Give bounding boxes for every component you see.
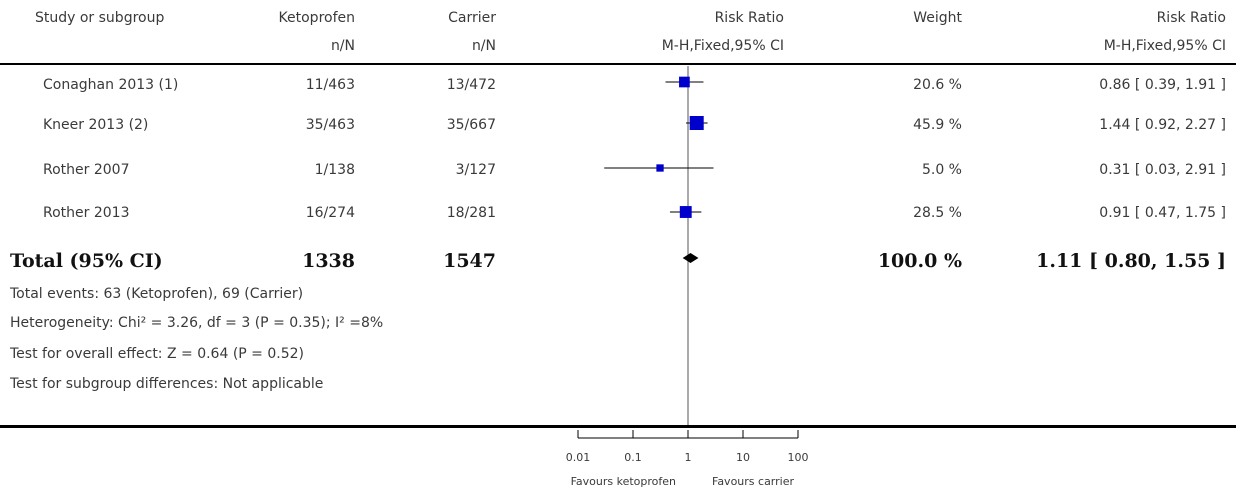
subheader-risk-ratio: M-H,Fixed,95% CI (1103, 38, 1226, 54)
ketoprofen-events: 16/274 (305, 205, 355, 221)
carrier-events: 13/472 (446, 77, 496, 93)
study-name: Rother 2013 (43, 205, 130, 221)
header-ketoprofen: Ketoprofen (278, 10, 355, 26)
study-name: Rother 2007 (43, 162, 130, 178)
total-label: Total (95% CI) (10, 250, 163, 272)
carrier-events: 3/127 (455, 162, 496, 178)
header-risk-ratio: Risk Ratio (1156, 10, 1226, 26)
header-rule (0, 63, 1236, 65)
study-name: Kneer 2013 (2) (43, 117, 149, 133)
header-risk-ratio-plot: Risk Ratio (714, 10, 784, 26)
total-carrier: 1547 (443, 250, 496, 272)
total-weight: 100.0 % (877, 250, 962, 272)
tick-label-1: 1 (684, 451, 692, 464)
risk-ratio-value: 0.91 [ 0.47, 1.75 ] (1099, 205, 1226, 221)
header-weight: Weight (913, 10, 962, 26)
weight-value: 45.9 % (913, 117, 962, 133)
overall-effect-note: Test for overall effect: Z = 0.64 (P = 0… (10, 346, 304, 362)
weight-value: 5.0 % (921, 162, 962, 178)
weight-value: 28.5 % (913, 205, 962, 221)
tick-label-0.1: 0.1 (624, 451, 642, 464)
favours-carrier-label: Favours carrier (712, 475, 795, 488)
total-risk-ratio: 1.11 [ 0.80, 1.55 ] (1036, 250, 1226, 272)
favours-ketoprofen-label: Favours ketoprofen (570, 475, 676, 488)
carrier-events: 35/667 (446, 117, 496, 133)
risk-ratio-value: 0.31 [ 0.03, 2.91 ] (1099, 162, 1226, 178)
tick-label-0.01: 0.01 (565, 451, 591, 464)
heterogeneity-note: Heterogeneity: Chi² = 3.26, df = 3 (P = … (10, 315, 384, 331)
point-estimate-marker (656, 164, 664, 172)
header-carrier: Carrier (448, 10, 496, 26)
pooled-diamond (682, 253, 699, 263)
subheader-ketoprofen: n/N (330, 38, 355, 54)
risk-ratio-value: 1.44 [ 0.92, 2.27 ] (1099, 117, 1226, 133)
subheader-carrier: n/N (471, 38, 496, 54)
tick-label-10: 10 (736, 451, 750, 464)
study-name: Conaghan 2013 (1) (43, 77, 179, 93)
weight-value: 20.6 % (913, 77, 962, 93)
point-estimate-marker (679, 206, 692, 218)
subgroup-differences-note: Test for subgroup differences: Not appli… (10, 376, 324, 392)
total-events-note: Total events: 63 (Ketoprofen), 69 (Carri… (10, 286, 304, 302)
ketoprofen-events: 35/463 (305, 117, 355, 133)
point-estimate-marker (679, 76, 690, 88)
risk-ratio-value: 0.86 [ 0.39, 1.91 ] (1099, 77, 1226, 93)
subheader-risk-ratio-plot: M-H,Fixed,95% CI (661, 38, 784, 54)
bottom-rule (0, 425, 1236, 428)
ketoprofen-events: 1/138 (314, 162, 355, 178)
ketoprofen-events: 11/463 (305, 77, 355, 93)
header-study: Study or subgroup (35, 10, 165, 26)
carrier-events: 18/281 (446, 205, 496, 221)
point-estimate-marker (689, 116, 704, 130)
total-ketoprofen: 1338 (302, 250, 355, 272)
tick-label-100: 100 (787, 451, 809, 464)
